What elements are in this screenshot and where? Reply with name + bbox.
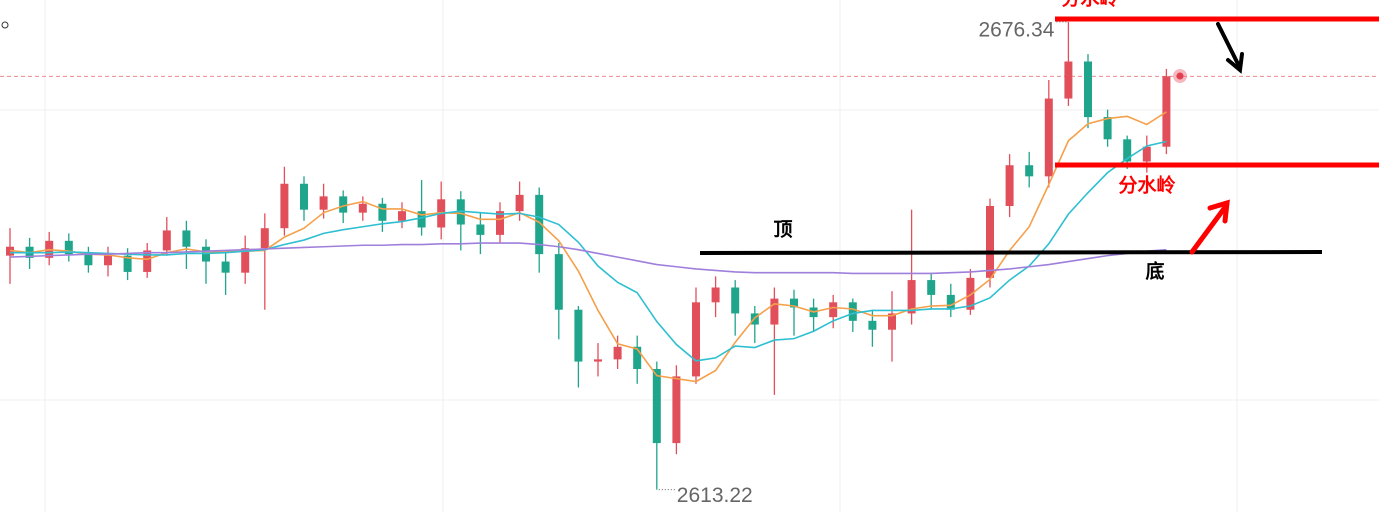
ma-line — [10, 140, 1167, 362]
candle-body — [770, 298, 779, 325]
candle-body — [1142, 146, 1151, 162]
candle-body — [378, 203, 387, 221]
candle-body — [1005, 165, 1014, 206]
ma-line — [9, 242, 1167, 275]
candle-body — [1064, 61, 1073, 99]
candle-body — [84, 254, 93, 266]
candle-body — [1025, 165, 1034, 177]
candle-body — [927, 280, 936, 295]
candle-body — [1103, 117, 1112, 140]
candle-body — [221, 261, 230, 273]
candle-body — [280, 183, 289, 229]
candle-body — [300, 183, 308, 210]
candle-body — [1123, 139, 1132, 162]
candle-body — [986, 205, 994, 278]
candle-body — [633, 346, 642, 369]
candle-body — [868, 320, 877, 330]
candle-body — [64, 240, 73, 255]
candle-body — [319, 196, 328, 210]
arrow — [1189, 199, 1230, 255]
candle-body — [574, 309, 583, 362]
candle-body — [692, 302, 700, 377]
candle-body — [613, 346, 622, 360]
candle-body — [1162, 76, 1171, 147]
candle-body — [731, 287, 740, 314]
candle-body — [358, 203, 367, 213]
candle-body — [888, 313, 896, 330]
candle-body — [554, 254, 563, 310]
plot: 2676.34 2613.22 — [0, 18, 1379, 507]
candle-body — [1084, 61, 1092, 118]
candle-body — [417, 211, 426, 228]
candle-body — [829, 302, 838, 318]
candle-body — [672, 376, 681, 444]
candle-body — [790, 298, 798, 308]
candle-body — [652, 368, 661, 444]
price-marker — [1176, 72, 1184, 80]
candle-body — [241, 248, 250, 273]
annotation: 分水岭 — [1118, 173, 1175, 196]
candle-body — [496, 211, 504, 235]
candle-body — [966, 277, 975, 310]
low-label: 2613.22 — [677, 484, 753, 507]
candle-body — [1044, 98, 1053, 177]
candle-body — [260, 228, 269, 249]
arrow — [1216, 22, 1244, 74]
candle-body — [162, 230, 171, 251]
icon — [1, 21, 9, 29]
candle-body — [711, 287, 720, 303]
candle-body — [104, 255, 112, 266]
candle-body — [339, 196, 348, 213]
candle-body — [946, 294, 955, 310]
candle-body — [515, 194, 524, 212]
annotation: 顶 — [773, 218, 792, 240]
annotation: 分水岭 — [1061, 0, 1118, 9]
candle-body — [907, 280, 916, 314]
annotation: 底 — [1145, 259, 1164, 282]
candle-body — [182, 230, 191, 247]
candle-body — [594, 359, 602, 362]
candle-body — [476, 224, 485, 235]
drawings: 分水岭 分水岭 顶 底 — [699, 0, 1379, 282]
high-label: 2676.34 — [978, 18, 1054, 41]
candle-body — [123, 255, 132, 272]
candle-body — [398, 211, 406, 221]
candle-body — [848, 302, 857, 321]
level-line — [699, 250, 1323, 255]
candle-body — [143, 250, 152, 272]
candle-body — [535, 194, 544, 255]
